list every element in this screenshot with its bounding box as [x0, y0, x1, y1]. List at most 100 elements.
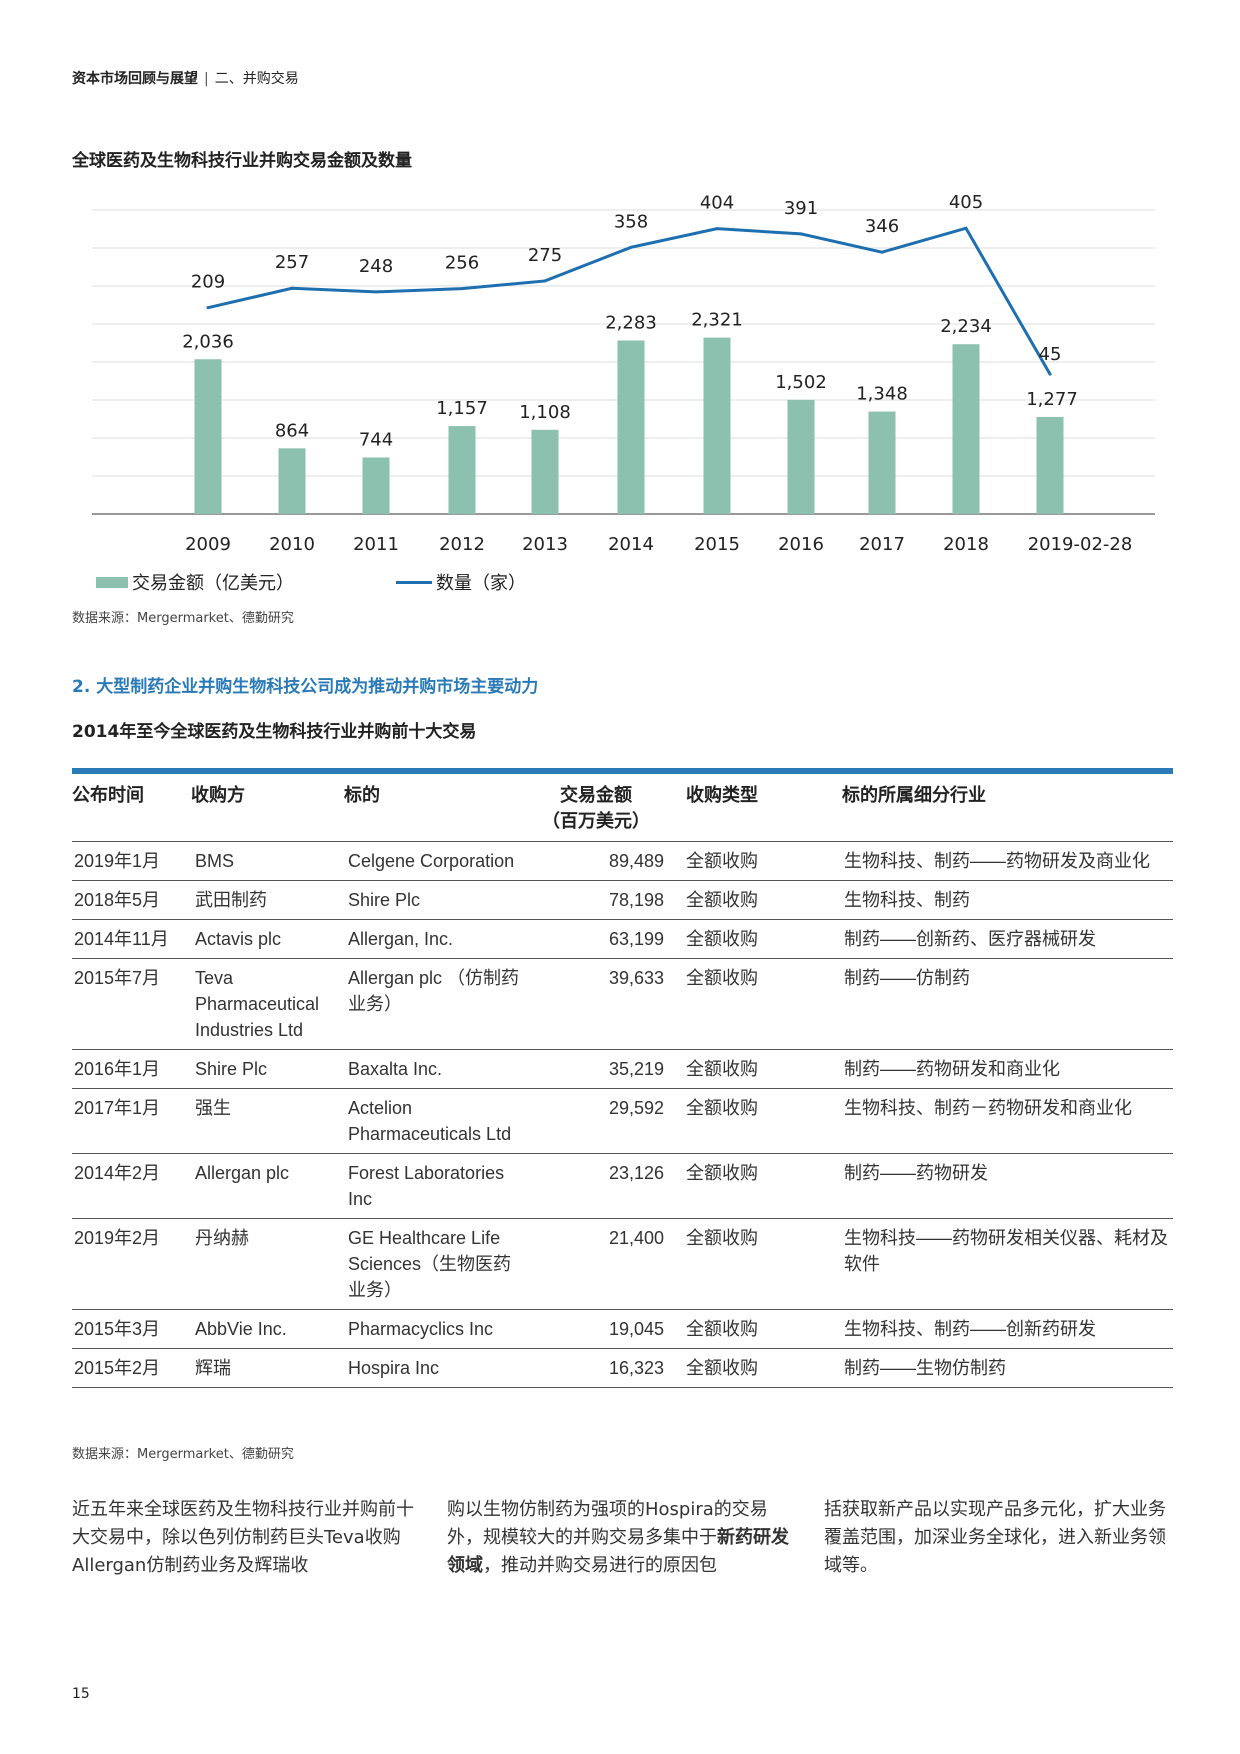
page-number: 15 [72, 1686, 90, 1702]
cell-acq: AbbVie Inc. [191, 1309, 344, 1349]
cell-sector: 制药——仿制药 [842, 958, 1173, 1050]
cell-amt: 35,219 [528, 1049, 686, 1089]
cell-sector: 生物科技、制药——药物研发及商业化 [842, 841, 1173, 881]
cell-amt: 39,633 [528, 958, 686, 1050]
cell-acq: BMS [191, 841, 344, 881]
bar-2015 [703, 337, 731, 514]
bar-2014 [617, 340, 645, 514]
cell-tgt: Hospira Inc [344, 1348, 528, 1388]
x-tick-label: 2018 [943, 534, 989, 555]
bar-2018 [952, 344, 980, 514]
column-header: 收购类型 [686, 771, 842, 842]
table-row: 2014年2月 Allergan plc Forest Laboratories I… [72, 1153, 1173, 1219]
bar-data-label: 2,321 [691, 310, 743, 331]
table-row: 2018年5月 武田制药 Shire Plc 78,198 全额收购 生物科技、制药 [72, 880, 1173, 920]
cell-type: 全额收购 [686, 1153, 842, 1219]
cell-type: 全额收购 [686, 958, 842, 1050]
bar-data-label: 1,502 [775, 372, 827, 393]
combo-chart: 2,036 864 744 1,157 1,108 2,283 2,321 1,502 1,34… [92, 192, 1155, 555]
cell-date: 2017年1月 [72, 1088, 191, 1154]
cell-sector: 生物科技、制药 [842, 880, 1173, 920]
cell-type: 全额收购 [686, 841, 842, 881]
x-tick-label: 2019-02-28 [1028, 534, 1133, 555]
paragraph-text: ，推动并购交易进行的原因包 [483, 1555, 717, 1576]
cell-date: 2016年1月 [72, 1049, 191, 1089]
paragraph-text: 购以生物仿制药为强项的Hospira的交易外，规模较大的并购交易多集中于 [447, 1499, 768, 1548]
table-row: 2017年1月 强生 Actelion Pharmaceuticals Ltd 29,… [72, 1088, 1173, 1154]
cell-sector: 生物科技、制药——创新药研发 [842, 1309, 1173, 1349]
cell-amt: 23,126 [528, 1153, 686, 1219]
chart-source: 数据来源：Mergermarket、德勤研究 [72, 611, 294, 626]
bar-data-label: 2,234 [940, 316, 992, 337]
paragraph-col2: 购以生物仿制药为强项的Hospira的交易外，规模较大的并购交易多集中于新药研发… [447, 1496, 797, 1580]
cell-acq: 辉瑞 [191, 1348, 344, 1388]
table-row: 2016年1月 Shire Plc Baxalta Inc. 35,219 全额收购 制药… [72, 1049, 1173, 1089]
table-row: 2015年3月 AbbVie Inc. Pharmacyclics Inc 19,04… [72, 1309, 1173, 1349]
bar-2016 [787, 399, 815, 514]
running-header: 资本市场回顾与展望 | 二、并购交易 [72, 68, 299, 88]
line-point-2009 [206, 306, 210, 310]
legend-label: 数量（家） [436, 573, 526, 594]
x-tick-label: 2009 [185, 534, 231, 555]
table-row: 2019年2月 丹纳赫 GE Healthcare Life Sciences（生物… [72, 1218, 1173, 1310]
cell-tgt: Forest Laboratories Inc [344, 1153, 528, 1219]
cell-amt: 78,198 [528, 880, 686, 920]
column-header: 标的所属细分行业 [842, 771, 1173, 842]
bar-data-label: 1,277 [1026, 389, 1078, 410]
bar-data-label: 744 [359, 429, 393, 450]
cell-date: 2014年2月 [72, 1153, 191, 1219]
table-row: 2014年11月 Actavis plc Allergan, Inc. 63,199 全… [72, 919, 1173, 959]
x-tick-label: 2016 [778, 534, 824, 555]
line-point-2011 [374, 290, 378, 294]
bar-data-label: 1,157 [436, 398, 488, 419]
cell-acq: Shire Plc [191, 1049, 344, 1089]
cell-type: 全额收购 [686, 919, 842, 959]
cell-acq: 丹纳赫 [191, 1218, 344, 1310]
line-data-label: 404 [700, 193, 734, 214]
bar-data-label: 2,283 [605, 312, 657, 333]
cell-date: 2015年2月 [72, 1348, 191, 1388]
line-data-label: 275 [528, 245, 562, 266]
table-row: 2015年7月 Teva Pharmaceutical Industries Lt… [72, 958, 1173, 1050]
line-point-2013 [543, 279, 547, 283]
header-section: 资本市场回顾与展望 [72, 71, 198, 87]
bar-2019-02-28 [1036, 416, 1064, 514]
bar-data-label: 864 [275, 420, 309, 441]
cell-type: 全额收购 [686, 880, 842, 920]
line-data-label: 256 [445, 253, 479, 274]
cell-sector: 制药——药物研发 [842, 1153, 1173, 1219]
cell-tgt: Baxalta Inc. [344, 1049, 528, 1089]
line-data-label: 209 [191, 272, 225, 293]
cell-amt: 29,592 [528, 1088, 686, 1154]
line-point-2015 [715, 227, 719, 231]
column-header: 标的 [344, 771, 528, 842]
cell-type: 全额收购 [686, 1088, 842, 1154]
cell-date: 2018年5月 [72, 880, 191, 920]
cell-acq: Actavis plc [191, 919, 344, 959]
x-tick-label: 2011 [353, 534, 399, 555]
cell-tgt: Celgene Corporation [344, 841, 528, 881]
cell-amt: 63,199 [528, 919, 686, 959]
cell-sector: 生物科技、制药－药物研发和商业化 [842, 1088, 1173, 1154]
table-title: 2014年至今全球医药及生物科技行业并购前十大交易 [72, 722, 477, 742]
x-tick-label: 2012 [439, 534, 485, 555]
bar-data-label: 1,108 [519, 402, 571, 423]
header-separator: | [204, 71, 209, 87]
line-data-label: 346 [865, 216, 899, 237]
cell-acq: 武田制药 [191, 880, 344, 920]
legend-swatch-line [396, 580, 432, 584]
paragraph-col3: 括获取新产品以实现产品多元化，扩大业务覆盖范围，加深业务全球化，进入新业务领域等… [824, 1499, 1166, 1576]
cell-tgt: Shire Plc [344, 880, 528, 920]
legend-swatch-bar [96, 576, 128, 588]
header-subsection: 二、并购交易 [214, 71, 299, 87]
line-point-2014 [629, 245, 633, 249]
cell-sector: 制药——创新药、医疗器械研发 [842, 919, 1173, 959]
paragraph-bold-text: 新药研发领域 [447, 1527, 789, 1576]
cell-date: 2019年2月 [72, 1218, 191, 1310]
cell-date: 2014年11月 [72, 919, 191, 959]
bar-2011 [362, 457, 390, 514]
line-point-2017 [880, 250, 884, 254]
legend-label: 交易金额（亿美元） [132, 573, 294, 594]
bar-2009 [194, 359, 222, 514]
line-data-label: 358 [614, 211, 648, 232]
